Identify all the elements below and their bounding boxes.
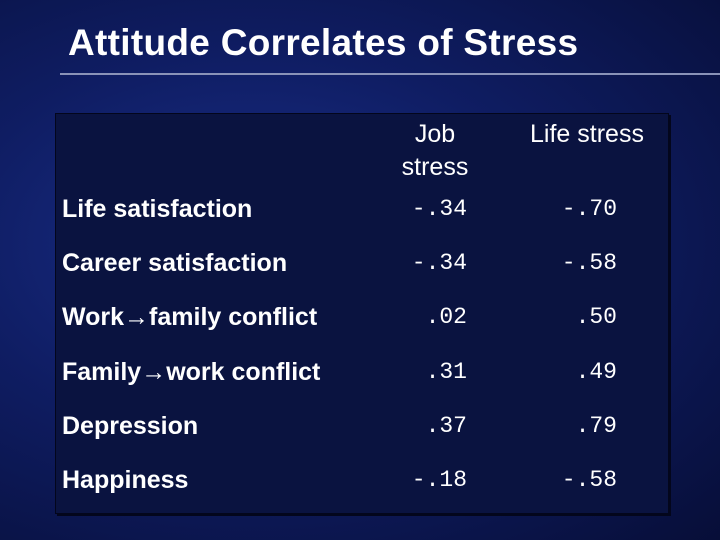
row-label: Happiness bbox=[62, 466, 189, 494]
row-label: Depression bbox=[62, 411, 199, 440]
table-panel bbox=[55, 113, 669, 514]
cell-value: -.58 bbox=[561, 467, 617, 493]
slide-title: Attitude Correlates of Stress bbox=[68, 22, 579, 63]
cell-value: -.34 bbox=[411, 196, 467, 222]
cell-value: .79 bbox=[575, 412, 617, 439]
cell-value: .49 bbox=[575, 358, 617, 385]
cell-value: .50 bbox=[575, 304, 617, 331]
title-rule bbox=[60, 73, 720, 75]
cell-value: -.18 bbox=[411, 467, 467, 493]
cell-value: -.70 bbox=[561, 196, 617, 222]
cell-value: .31 bbox=[425, 358, 467, 385]
column-header: Life stress bbox=[530, 120, 644, 148]
row-label: Family→work conflict bbox=[62, 357, 321, 386]
cell-value: -.58 bbox=[561, 250, 617, 277]
column-header: Job stress bbox=[401, 120, 469, 181]
cell-value: .37 bbox=[425, 412, 467, 439]
row-label: Career satisfaction bbox=[62, 249, 288, 278]
row-label: Work→family conflict bbox=[62, 303, 318, 332]
cell-value: -.34 bbox=[411, 250, 467, 277]
row-label: Life satisfaction bbox=[62, 195, 253, 223]
cell-value: .02 bbox=[425, 304, 467, 331]
